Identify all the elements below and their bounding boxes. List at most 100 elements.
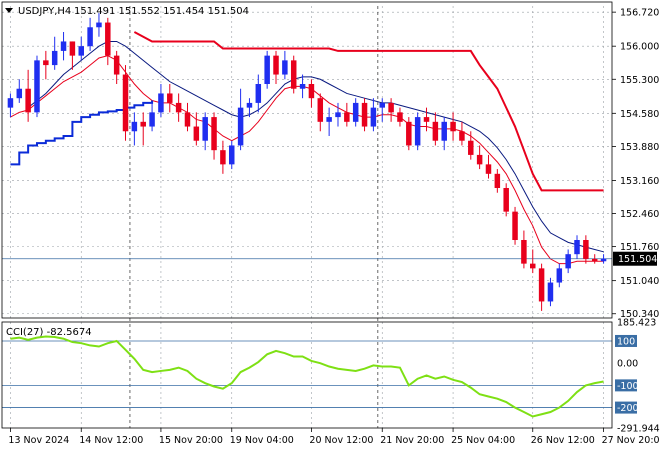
candle xyxy=(317,93,324,132)
candle xyxy=(352,98,359,127)
indicator-lines xyxy=(2,31,612,265)
candle-body xyxy=(113,55,120,75)
candle-body xyxy=(34,60,40,113)
candle xyxy=(229,140,235,170)
candle-body xyxy=(361,102,368,127)
candle xyxy=(361,98,368,132)
candle-body xyxy=(167,93,173,103)
candle xyxy=(87,17,93,51)
candle-body xyxy=(565,254,571,269)
candle-body xyxy=(158,93,164,113)
candle xyxy=(494,169,501,193)
cci-level-badge xyxy=(615,334,637,347)
candle xyxy=(556,263,563,288)
candle-body xyxy=(423,117,430,122)
triangle-down-icon[interactable] xyxy=(5,8,13,13)
candle xyxy=(96,13,102,37)
candle xyxy=(34,55,40,118)
candle-body xyxy=(352,102,359,122)
candle xyxy=(60,32,67,61)
cci-line-group xyxy=(10,335,604,418)
candle xyxy=(344,102,350,127)
candle xyxy=(220,140,226,174)
candle-body xyxy=(468,140,474,155)
candle xyxy=(149,102,155,132)
time-tick-label: 26 Nov 12:00 xyxy=(531,435,595,446)
candle-body xyxy=(255,84,262,103)
candle-body xyxy=(202,117,208,141)
candle xyxy=(432,112,439,146)
candle xyxy=(167,84,173,113)
candle-body xyxy=(308,84,315,99)
candle-body xyxy=(105,22,111,56)
candle-body xyxy=(96,22,102,28)
cci-levels xyxy=(2,340,612,408)
candle-body xyxy=(388,102,394,113)
price-tick-label: 151.040 xyxy=(620,276,659,287)
candle-body xyxy=(69,41,76,56)
candle xyxy=(583,235,589,264)
price-panel-frame xyxy=(1,1,613,319)
candle xyxy=(51,36,58,70)
cci-level-badge xyxy=(615,379,637,392)
candle xyxy=(7,93,14,118)
candle xyxy=(326,107,332,136)
candle xyxy=(450,112,456,141)
candle xyxy=(414,112,421,151)
cci-tick-label: 100 xyxy=(617,336,635,347)
time-tick-label: 14 Nov 12:00 xyxy=(79,435,143,446)
candle xyxy=(69,41,76,70)
candle-body xyxy=(140,121,146,127)
candle-body xyxy=(78,46,84,56)
candle xyxy=(264,50,270,89)
support-line xyxy=(10,100,154,166)
candle-body xyxy=(299,84,306,89)
time-tick-label: 20 Nov 12:00 xyxy=(309,435,373,446)
candle-body xyxy=(25,88,31,113)
candle xyxy=(547,277,554,307)
candle-body xyxy=(282,60,288,75)
cci-panel-frame xyxy=(1,321,613,429)
candle-body xyxy=(476,154,483,165)
candle xyxy=(335,102,341,127)
price-tick-label: 153.880 xyxy=(620,142,659,153)
candle-body xyxy=(131,121,138,132)
candle-body xyxy=(211,117,217,151)
candle-body xyxy=(574,240,580,255)
candle xyxy=(140,112,146,146)
candle xyxy=(565,249,571,274)
price-tick-label: 150.340 xyxy=(620,309,659,320)
cci-tick-label: 185.423 xyxy=(617,318,656,329)
candle-body xyxy=(591,258,598,262)
candle xyxy=(273,50,279,84)
price-tick-label: 152.460 xyxy=(620,209,659,220)
price-axis: 156.720 156.000 155.300 154.580 153.880 153.1… xyxy=(612,8,659,320)
candle-body xyxy=(600,258,607,262)
candle xyxy=(308,79,315,108)
candle xyxy=(468,131,474,160)
candle xyxy=(485,154,492,179)
candle xyxy=(246,98,253,118)
candle xyxy=(423,107,430,132)
candle xyxy=(237,88,244,151)
candle-body xyxy=(16,88,23,99)
candle xyxy=(441,117,447,151)
candle-body xyxy=(229,145,235,165)
candle xyxy=(521,230,527,269)
candle-body xyxy=(397,112,403,122)
candle xyxy=(131,112,138,146)
candle xyxy=(379,98,385,122)
current-price-label: 151.504 xyxy=(618,254,657,265)
candle-body xyxy=(87,27,93,47)
candle xyxy=(591,254,598,264)
time-tick-label: 19 Nov 04:00 xyxy=(230,435,294,446)
candle-body xyxy=(450,121,456,132)
candle xyxy=(388,98,394,122)
candle xyxy=(25,69,31,122)
cci-tick-label: -291.9447 xyxy=(617,424,660,435)
candle-body xyxy=(583,240,589,259)
candle-body xyxy=(290,60,297,89)
candle-body xyxy=(547,282,554,302)
time-tick-label: 21 Nov 20:00 xyxy=(380,435,444,446)
candle-body xyxy=(485,164,492,174)
